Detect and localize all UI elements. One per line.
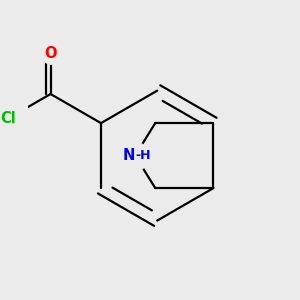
Text: N: N (123, 148, 135, 163)
Text: Cl: Cl (0, 111, 16, 126)
Text: -H: -H (135, 149, 151, 162)
Text: O: O (44, 46, 57, 61)
